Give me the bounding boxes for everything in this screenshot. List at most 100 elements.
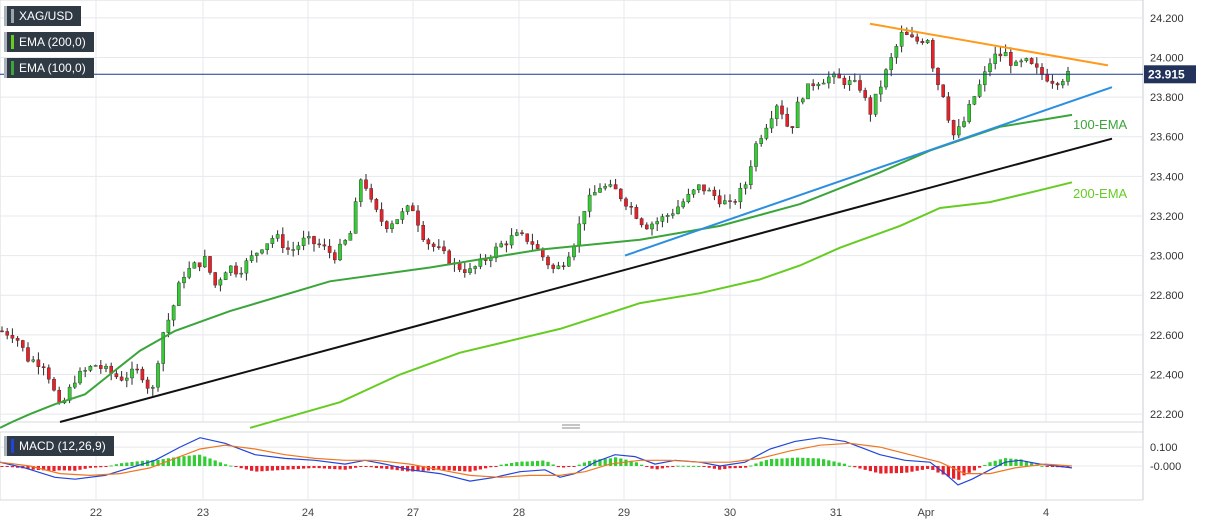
candle-body [733, 201, 737, 203]
macd-bar [151, 460, 155, 466]
candle-body [78, 370, 82, 384]
candle-body [873, 93, 878, 115]
candle [338, 238, 342, 262]
macd-bar [296, 466, 300, 469]
candle [655, 217, 659, 232]
y-tick-label: 22.600 [1150, 330, 1184, 342]
x-tick-label: 30 [724, 507, 736, 519]
candle-body [260, 249, 264, 254]
candle-body [93, 365, 98, 367]
candle-body [338, 243, 342, 261]
macd-bar [822, 459, 826, 466]
candle-body [801, 98, 805, 103]
candle-body [343, 240, 348, 245]
macd-bar [343, 466, 347, 470]
macd-bar [104, 466, 108, 467]
macd-bar [1040, 465, 1044, 467]
candle [858, 75, 862, 93]
macd-bar [452, 466, 456, 471]
candle-body [31, 359, 36, 362]
candle-body [624, 198, 628, 207]
candle-body [806, 83, 810, 100]
candle [140, 366, 145, 383]
candle-body [853, 80, 857, 82]
candle-body [379, 209, 384, 222]
macd-bar [983, 464, 987, 466]
candle [187, 261, 192, 280]
macd-bar [952, 466, 956, 479]
candle [697, 184, 701, 194]
candle-body [707, 189, 711, 192]
candle [218, 277, 223, 292]
candle [322, 238, 327, 251]
macd-bar [718, 466, 722, 470]
candle [124, 371, 129, 388]
macd-bar [801, 457, 805, 466]
macd-bar [806, 457, 810, 466]
candle [202, 249, 207, 269]
y-tick-label: 24.000 [1150, 52, 1184, 64]
macd-bar [348, 466, 352, 469]
candle-body [265, 243, 270, 251]
candle-body [1009, 52, 1013, 66]
candle-body [567, 256, 571, 267]
candle-body [520, 232, 524, 234]
candle [868, 95, 873, 122]
candle [515, 229, 519, 237]
candle [1024, 57, 1029, 63]
candle [473, 265, 478, 275]
legend-symbol-label: XAG/USD [19, 9, 74, 23]
candle [36, 352, 41, 375]
candle [244, 258, 249, 281]
macd-bar [208, 458, 212, 466]
macd-bar [380, 466, 384, 469]
candle-body [98, 365, 103, 369]
candle-body [665, 215, 670, 217]
candle [650, 221, 654, 236]
candle-body [0, 330, 4, 333]
candle-body [1045, 74, 1049, 82]
candle-body [234, 265, 238, 275]
candle-body [1014, 61, 1018, 66]
macd-bar [260, 466, 264, 472]
candle [104, 363, 108, 373]
macd-bar [1030, 462, 1034, 466]
candle-body [494, 246, 498, 259]
macd-bar [187, 455, 191, 466]
candle-body [551, 264, 555, 269]
macd-bar [556, 466, 560, 468]
macd-bar [504, 463, 508, 466]
macd-bar [494, 466, 498, 467]
macd-bar [270, 466, 274, 471]
macd-bar [130, 461, 134, 466]
legend-ema200-label: EMA (200,0) [19, 35, 86, 49]
candle [561, 261, 566, 270]
candle-body [717, 195, 722, 205]
macd-bar [172, 457, 176, 466]
macd-bar [213, 460, 217, 466]
candle [702, 184, 706, 195]
candle-body [208, 256, 212, 273]
candle [88, 365, 93, 373]
candle [983, 66, 987, 92]
candle [998, 47, 1003, 62]
macd-bar [868, 466, 872, 472]
macd-bar [941, 466, 945, 475]
candle [307, 231, 311, 245]
candle [468, 262, 472, 275]
macd-bar [1050, 466, 1054, 467]
candle [530, 233, 535, 251]
candle-body [639, 218, 644, 226]
candle-body [603, 186, 607, 189]
candle [442, 240, 446, 255]
candle [374, 197, 379, 213]
candle [145, 376, 150, 394]
candle [135, 363, 140, 374]
candle [1034, 57, 1039, 74]
candle [671, 208, 675, 219]
y-tick-label: 23.400 [1150, 171, 1184, 183]
macd-bar [936, 466, 940, 473]
candle [769, 110, 774, 134]
macd-bar [645, 466, 649, 467]
macd-bar [239, 466, 243, 469]
